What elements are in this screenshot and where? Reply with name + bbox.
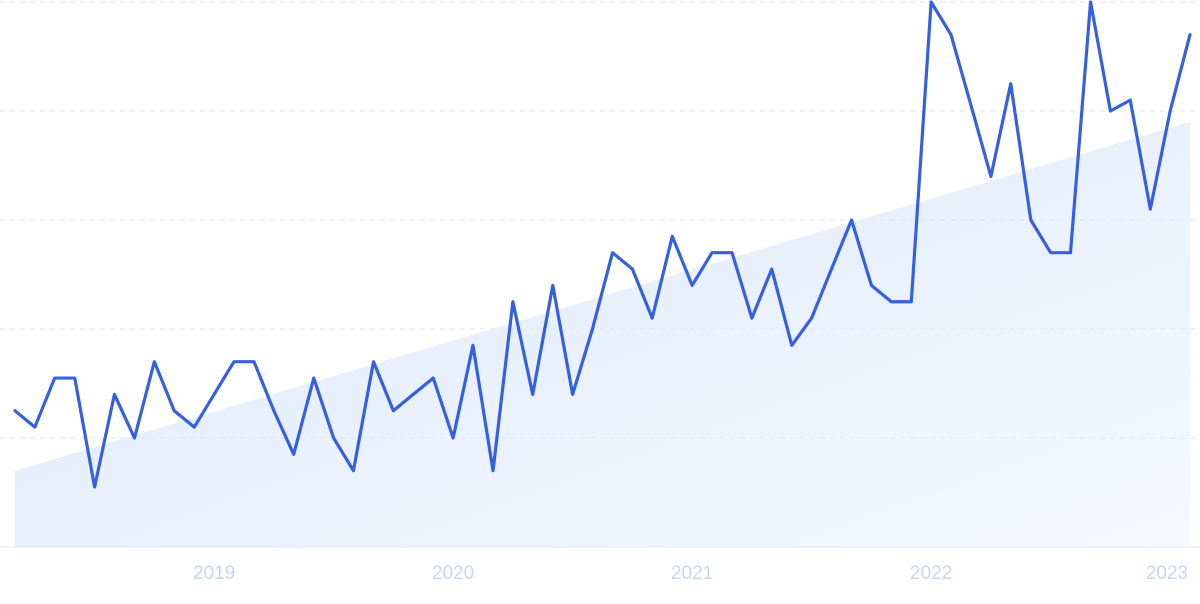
- trend-line: [13, 0, 1192, 489]
- trend-area: [15, 121, 1190, 548]
- x-tick-label: 2022: [910, 563, 952, 584]
- x-tick-label: 2023: [1146, 563, 1188, 584]
- x-tick-label: 2019: [193, 563, 235, 584]
- x-tick-label: 2021: [671, 563, 713, 584]
- x-tick-label: 2020: [432, 563, 474, 584]
